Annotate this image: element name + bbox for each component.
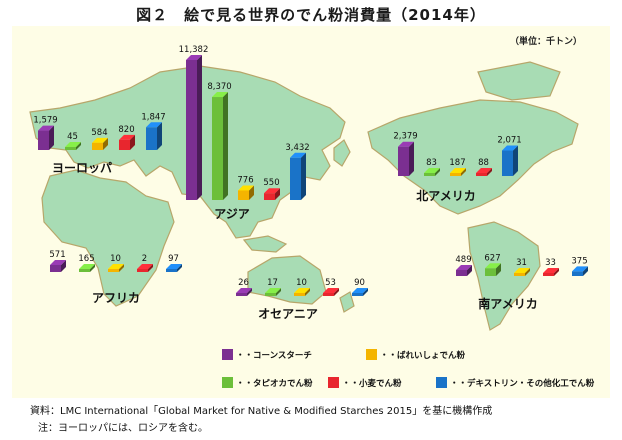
value-label-tapioca-5: 627 — [484, 253, 500, 263]
value-label-other-0: 1,847 — [141, 112, 165, 122]
bar-other-3 — [166, 264, 182, 272]
value-label-potato-5: 31 — [516, 258, 527, 268]
value-label-tapioca-0: 45 — [67, 132, 78, 142]
region-label-5: 南アメリカ — [478, 296, 537, 311]
bar-tapioca-2 — [424, 168, 440, 176]
bar-corn-4 — [236, 288, 252, 296]
north-america-landmass — [367, 99, 579, 215]
legend-label-wheat: ・・小麦でん粉 — [342, 378, 402, 389]
legend-label-corn: ・・コーンスターチ — [236, 350, 312, 361]
value-label-potato-0: 584 — [91, 128, 107, 138]
bar-wheat-3 — [137, 264, 153, 272]
bar-other-1 — [290, 152, 306, 200]
bar-wheat-2 — [476, 168, 492, 176]
bar-wheat-4 — [323, 288, 339, 296]
value-label-other-2: 2,071 — [497, 136, 521, 146]
bar-corn-0 — [38, 125, 54, 150]
legend-label-other: ・・デキストリン・その他化工でん粉 — [450, 378, 595, 389]
legend-item-corn: ・・コーンスターチ — [222, 349, 312, 361]
bar-tapioca-5 — [485, 263, 501, 276]
bar-wheat-5 — [543, 268, 559, 276]
bar-corn-1 — [186, 55, 202, 200]
africa-landmass — [41, 169, 175, 307]
value-label-potato-4: 10 — [296, 278, 307, 288]
value-label-corn-3: 571 — [49, 250, 65, 260]
southeast-asia-islands — [242, 235, 288, 253]
bar-potato-1 — [238, 185, 254, 200]
japan-island — [333, 139, 351, 167]
value-label-potato-1: 776 — [237, 175, 253, 185]
region-label-3: アフリカ — [92, 291, 140, 305]
bar-corn-2 — [398, 141, 414, 176]
legend-label-potato: ・・ばれいしょでん粉 — [380, 350, 466, 361]
value-label-wheat-5: 33 — [545, 258, 556, 268]
value-label-potato-3: 10 — [110, 254, 121, 264]
value-label-corn-5: 489 — [455, 255, 471, 265]
legend: ・・コーンスターチ ・・ばれいしょでん粉・・タピオカでん粉 ・・小麦でん粉 ・・デキス… — [222, 349, 595, 389]
value-label-tapioca-1: 8,370 — [207, 82, 231, 92]
value-label-wheat-3: 2 — [142, 254, 147, 264]
legend-item-other: ・・デキストリン・その他化工でん粉 — [436, 377, 595, 389]
bar-other-0 — [146, 122, 162, 150]
new-zealand-island — [339, 291, 355, 313]
bar-corn-5 — [456, 264, 472, 276]
value-label-other-5: 375 — [571, 256, 587, 266]
bar-other-2 — [502, 145, 518, 176]
value-label-other-1: 3,432 — [285, 143, 309, 153]
value-label-corn-2: 2,379 — [393, 132, 417, 142]
bar-marks: 1,579 45 584 820 1,847 ヨーロッパ 11,382 8,370 776 550… — [33, 45, 588, 321]
greenland-landmass — [477, 61, 561, 101]
legend-label-tapioca: ・・タピオカでん粉 — [236, 378, 313, 389]
bar-corn-3 — [50, 259, 66, 272]
bar-other-4 — [352, 288, 368, 296]
bar-wheat-1 — [264, 188, 280, 200]
value-label-other-3: 97 — [168, 254, 179, 264]
region-label-0: ヨーロッパ — [52, 161, 112, 175]
value-label-tapioca-3: 165 — [78, 254, 94, 264]
bar-tapioca-1 — [212, 92, 228, 200]
bar-tapioca-3 — [79, 264, 95, 272]
value-label-other-4: 90 — [354, 278, 365, 288]
source-note: 資料：LMC International「Global Market for N… — [30, 406, 493, 417]
region-label-1: アジア — [214, 207, 250, 221]
bar-other-5 — [572, 266, 588, 276]
value-label-wheat-4: 53 — [325, 278, 336, 288]
bar-wheat-0 — [119, 134, 135, 150]
value-label-corn-4: 26 — [238, 278, 249, 288]
region-label-2: 北アメリカ — [416, 188, 475, 203]
value-label-potato-2: 187 — [449, 158, 465, 168]
value-label-tapioca-2: 83 — [426, 158, 437, 168]
bar-potato-3 — [108, 264, 124, 272]
footnote: 注：ヨーロッパには、ロシアを含む。 — [38, 423, 208, 434]
unit-label: （単位：千トン） — [509, 37, 582, 47]
bar-tapioca-0 — [65, 142, 81, 150]
value-label-corn-1: 11,382 — [179, 45, 209, 55]
value-label-wheat-0: 820 — [118, 125, 134, 135]
value-label-wheat-2: 88 — [478, 158, 489, 168]
value-label-wheat-1: 550 — [263, 178, 279, 188]
value-label-corn-0: 1,579 — [33, 116, 57, 126]
value-label-tapioca-4: 17 — [267, 278, 278, 288]
region-label-4: オセアニア — [258, 307, 318, 321]
legend-item-tapioca: ・・タピオカでん粉 — [222, 377, 313, 389]
bar-potato-2 — [450, 168, 466, 176]
chart-title: 図２ 絵で見る世界のでん粉消費量（2014年） — [136, 6, 486, 24]
bar-tapioca-4 — [265, 288, 281, 296]
bar-potato-4 — [294, 288, 310, 296]
bar-potato-0 — [92, 137, 108, 150]
legend-item-wheat: ・・小麦でん粉 — [328, 377, 402, 389]
bar-potato-5 — [514, 268, 530, 276]
legend-item-potato: ・・ばれいしょでん粉 — [366, 349, 466, 361]
oceania-landmass — [247, 255, 327, 305]
south-america-landmass — [467, 221, 541, 331]
